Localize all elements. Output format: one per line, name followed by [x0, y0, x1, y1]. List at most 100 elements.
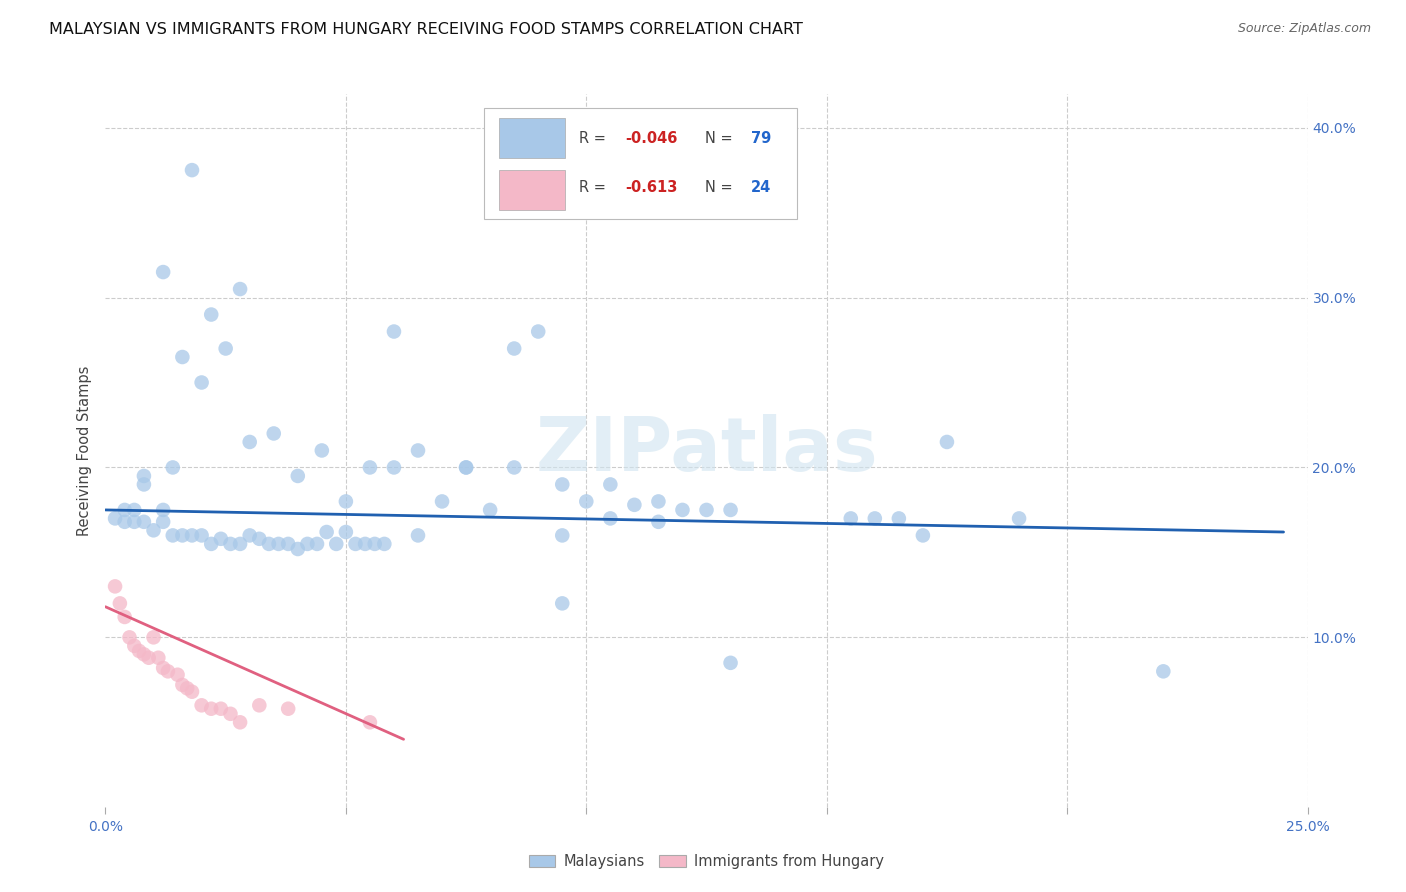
Text: N =: N =	[706, 180, 738, 195]
Point	[647, 515, 669, 529]
Text: N =: N =	[706, 131, 738, 146]
Point	[138, 650, 160, 665]
FancyBboxPatch shape	[484, 108, 797, 219]
Point	[257, 537, 280, 551]
Point	[696, 503, 718, 517]
Point	[104, 579, 127, 593]
Point	[181, 684, 204, 698]
Point	[166, 667, 188, 681]
Point	[209, 532, 232, 546]
Point	[214, 342, 236, 356]
Point	[720, 503, 742, 517]
Text: Source: ZipAtlas.com: Source: ZipAtlas.com	[1237, 22, 1371, 36]
Point	[527, 325, 550, 339]
Point	[190, 698, 212, 713]
Point	[454, 460, 477, 475]
Point	[142, 524, 165, 538]
Point	[200, 308, 222, 322]
Point	[911, 528, 934, 542]
FancyBboxPatch shape	[499, 119, 565, 158]
Point	[148, 650, 170, 665]
Point	[190, 376, 212, 390]
Point	[647, 494, 669, 508]
Point	[287, 541, 309, 556]
Point	[297, 537, 319, 551]
Point	[128, 644, 150, 658]
Point	[503, 460, 526, 475]
Point	[1152, 665, 1174, 679]
Text: 24: 24	[751, 180, 772, 195]
Point	[162, 460, 184, 475]
Point	[551, 528, 574, 542]
Point	[200, 702, 222, 716]
Point	[364, 537, 387, 551]
Point	[325, 537, 347, 551]
Point	[142, 631, 165, 645]
Point	[219, 537, 242, 551]
Point	[114, 503, 136, 517]
Point	[132, 648, 155, 662]
Text: -0.613: -0.613	[624, 180, 678, 195]
Point	[247, 698, 270, 713]
Point	[354, 537, 377, 551]
Text: ZIPatlas: ZIPatlas	[536, 414, 877, 487]
Point	[359, 715, 381, 730]
Point	[839, 511, 862, 525]
Point	[124, 639, 146, 653]
Point	[229, 282, 252, 296]
Point	[190, 528, 212, 542]
Point	[382, 460, 405, 475]
Point	[373, 537, 395, 551]
Point	[287, 469, 309, 483]
Point	[239, 528, 262, 542]
Point	[229, 537, 252, 551]
Point	[114, 610, 136, 624]
Point	[335, 494, 357, 508]
Point	[344, 537, 367, 551]
Point	[132, 477, 155, 491]
Point	[263, 426, 285, 441]
Point	[503, 342, 526, 356]
Point	[599, 511, 621, 525]
Point	[239, 434, 262, 449]
Point	[152, 661, 174, 675]
Point	[247, 532, 270, 546]
Point	[200, 537, 222, 551]
Point	[156, 665, 179, 679]
Point	[152, 515, 174, 529]
Point	[124, 503, 146, 517]
Point	[152, 265, 174, 279]
Point	[277, 537, 299, 551]
Point	[551, 596, 574, 610]
Point	[267, 537, 290, 551]
FancyBboxPatch shape	[499, 170, 565, 210]
Text: 79: 79	[751, 131, 772, 146]
Point	[311, 443, 333, 458]
Point	[132, 515, 155, 529]
Point	[599, 477, 621, 491]
Point	[720, 656, 742, 670]
Point	[209, 702, 232, 716]
Point	[671, 503, 693, 517]
Point	[172, 528, 194, 542]
Point	[887, 511, 910, 525]
Point	[162, 528, 184, 542]
Point	[1008, 511, 1031, 525]
Point	[454, 460, 477, 475]
Point	[936, 434, 959, 449]
Point	[176, 681, 198, 696]
Legend: Malaysians, Immigrants from Hungary: Malaysians, Immigrants from Hungary	[523, 848, 890, 875]
Point	[335, 524, 357, 539]
Point	[132, 469, 155, 483]
Text: R =: R =	[579, 131, 610, 146]
Point	[430, 494, 453, 508]
Text: MALAYSIAN VS IMMIGRANTS FROM HUNGARY RECEIVING FOOD STAMPS CORRELATION CHART: MALAYSIAN VS IMMIGRANTS FROM HUNGARY REC…	[49, 22, 803, 37]
Point	[406, 528, 429, 542]
Text: R =: R =	[579, 180, 610, 195]
Point	[152, 503, 174, 517]
Point	[181, 163, 204, 178]
Point	[229, 715, 252, 730]
Point	[114, 515, 136, 529]
Point	[172, 350, 194, 364]
Point	[623, 498, 645, 512]
